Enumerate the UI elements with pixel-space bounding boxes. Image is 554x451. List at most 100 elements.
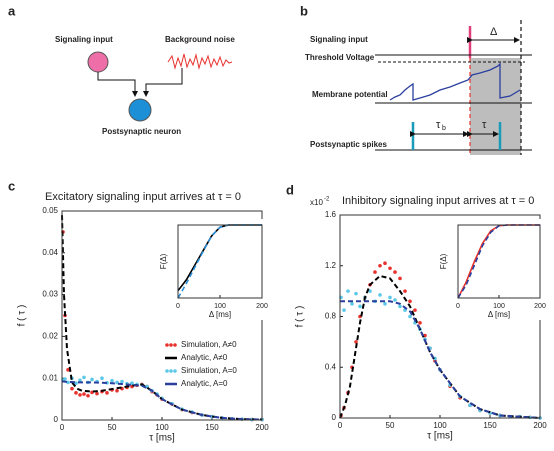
data-point — [66, 368, 70, 372]
data-point — [393, 298, 397, 302]
x-tick-label: 0 — [176, 303, 180, 310]
data-point — [78, 393, 82, 397]
y-tick-label: 1.2 — [325, 261, 337, 270]
legend-label: Simulation, A≠0 — [181, 340, 237, 349]
data-point — [115, 380, 119, 385]
x-axis-label: τ [ms] — [427, 431, 453, 442]
legend-marker — [165, 343, 169, 347]
data-point — [342, 308, 346, 312]
x-tick-label: 200 — [533, 421, 547, 430]
signaling-input-label: Signaling input — [310, 35, 368, 44]
y-axis-label: F(Δ) — [159, 253, 168, 269]
data-point — [378, 263, 382, 268]
data-point — [418, 321, 422, 325]
legend-label: Analytic, A=0 — [181, 379, 228, 388]
y-tick-label: 1.6 — [325, 210, 337, 219]
data-point — [66, 380, 70, 385]
data-point — [408, 314, 412, 319]
plot-frame — [177, 224, 263, 299]
data-line — [340, 300, 541, 419]
arrow — [97, 72, 138, 97]
data-point — [354, 340, 358, 344]
inset-background — [434, 219, 546, 320]
data-point — [398, 304, 402, 309]
window-shade — [470, 58, 521, 155]
data-point — [110, 378, 114, 383]
x-tick-label: 150 — [205, 423, 219, 432]
data-point — [120, 379, 124, 384]
arrow — [143, 68, 183, 97]
y-tick-label: 0 — [54, 415, 59, 424]
data-point — [63, 377, 67, 381]
y-tick-label: 0.8 — [325, 312, 337, 321]
data-point — [350, 302, 354, 306]
y-tick-label: 0.03 — [42, 290, 58, 299]
chart-title: Inhibitory signaling input arrives at τ … — [342, 195, 534, 207]
panel-label: b — [300, 3, 308, 18]
data-point — [388, 295, 392, 300]
background-noise-label: Background noise — [165, 35, 235, 44]
legend-marker — [169, 369, 173, 373]
data-point — [373, 270, 377, 274]
y-tick-label: 0.02 — [42, 332, 58, 341]
delta-label: Δ — [490, 26, 498, 38]
legend-marker — [173, 369, 177, 373]
data-point — [90, 377, 94, 382]
x-axis-label: Δ [ms] — [209, 310, 231, 319]
data-point — [74, 391, 78, 395]
membrane-label: Membrane potential — [312, 90, 388, 99]
y-tick-label: 0.05 — [42, 206, 58, 215]
y-axis-label: f ( τ ) — [295, 306, 306, 328]
legend-marker — [173, 343, 177, 347]
input-node — [87, 51, 109, 73]
x-axis-label: τ [ms] — [149, 433, 175, 444]
neuron-label: Postsynaptic neuron — [102, 127, 181, 136]
y-tick-label: 0.4 — [325, 362, 337, 371]
data-line — [62, 380, 263, 421]
panel-label: c — [8, 178, 15, 193]
chart-title: Excitatory signaling input arrives at τ … — [45, 191, 241, 203]
y-multiplier-exp: -2 — [324, 197, 330, 203]
data-point — [95, 391, 99, 396]
x-tick-label: 200 — [534, 303, 546, 310]
x-tick-label: 0 — [338, 421, 343, 430]
data-point — [86, 393, 90, 398]
panel-label: a — [8, 3, 16, 18]
data-point — [130, 381, 134, 386]
legend-label: Simulation, A=0 — [181, 366, 237, 375]
data-point — [82, 375, 86, 380]
data-point — [408, 299, 412, 304]
data-point — [368, 289, 372, 293]
legend-label: Analytic, A≠0 — [181, 353, 228, 362]
y-tick-label: 0 — [332, 413, 337, 422]
tau-b-label: τ — [436, 119, 441, 131]
neuron-node — [128, 98, 152, 122]
x-tick-label: 100 — [155, 423, 169, 432]
legend-marker — [165, 369, 169, 373]
data-point — [346, 289, 350, 293]
y-multiplier: x10 — [310, 198, 323, 207]
x-tick-label: 0 — [60, 423, 65, 432]
x-tick-label: 200 — [256, 303, 268, 310]
data-point — [383, 261, 387, 266]
threshold-label: Threshold Voltage — [305, 53, 375, 62]
noise-trace — [167, 53, 233, 70]
data-point — [100, 376, 104, 381]
y-tick-label: 0.01 — [42, 373, 58, 382]
data-point — [78, 378, 82, 383]
x-tick-label: 200 — [255, 423, 269, 432]
tau-b-subscript: b — [442, 125, 446, 132]
x-tick-label: 150 — [483, 421, 497, 430]
y-axis-label: F(Δ) — [439, 253, 448, 269]
data-point — [70, 386, 74, 391]
panel-label: d — [286, 182, 294, 197]
signaling-input-label: Signaling input — [55, 35, 113, 44]
data-point — [388, 266, 392, 271]
x-tick-label: 50 — [108, 423, 117, 432]
x-tick-label: 0 — [456, 303, 460, 310]
x-axis-label: Δ [ms] — [488, 310, 510, 319]
x-tick-label: 100 — [433, 421, 447, 430]
tau-label: τ — [482, 119, 487, 131]
plot-frame — [457, 224, 541, 299]
inset-background — [154, 219, 268, 320]
